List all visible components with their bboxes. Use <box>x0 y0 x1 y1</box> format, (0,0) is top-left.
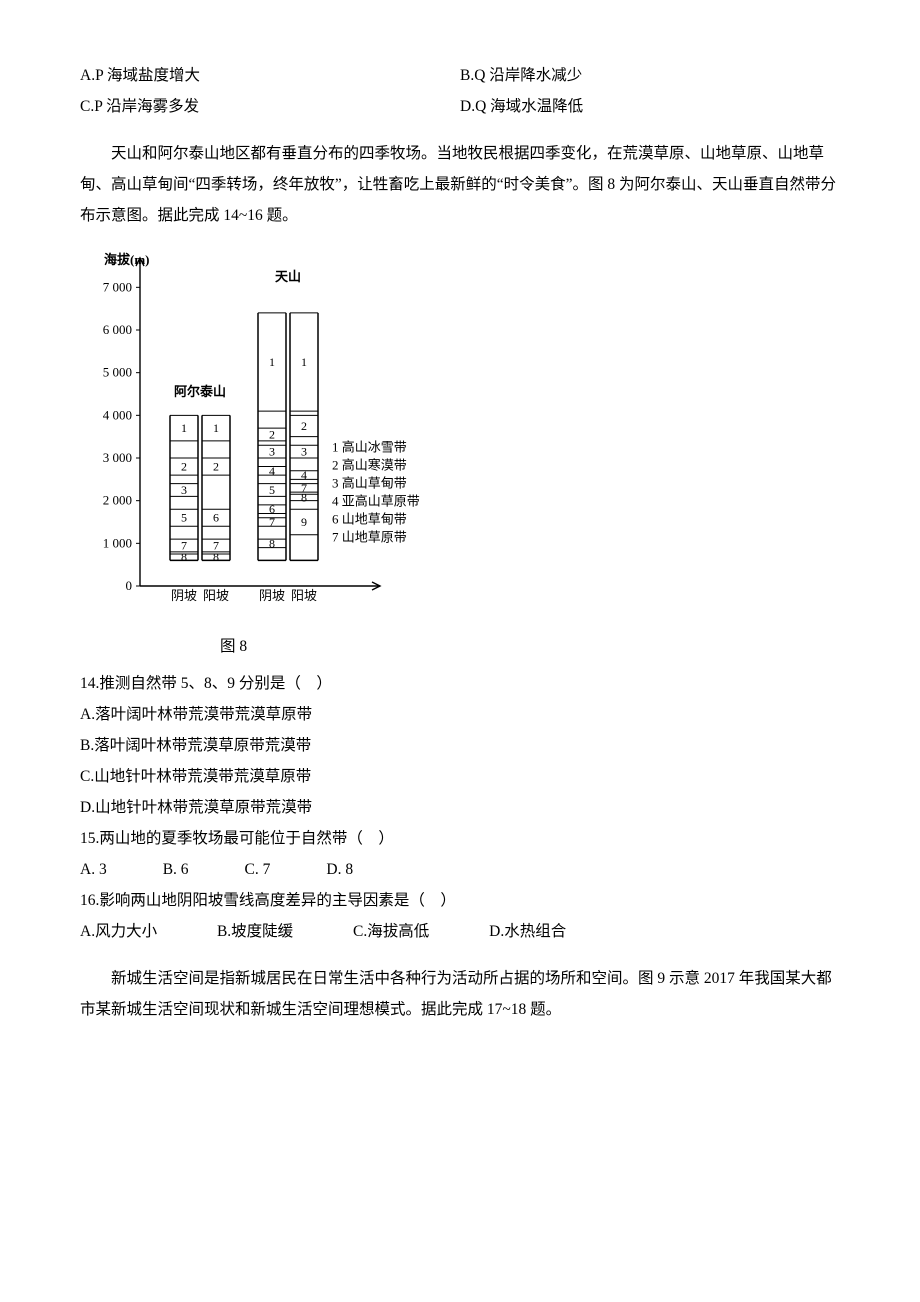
svg-text:阳坡: 阳坡 <box>291 588 317 603</box>
svg-text:2 000: 2 000 <box>103 493 132 508</box>
svg-text:5 000: 5 000 <box>103 365 132 380</box>
q16-option-a: A.风力大小 <box>80 916 157 947</box>
svg-text:7 000: 7 000 <box>103 279 132 294</box>
svg-text:8: 8 <box>213 550 219 564</box>
svg-text:阴坡: 阴坡 <box>259 588 285 603</box>
svg-text:阿尔泰山: 阿尔泰山 <box>174 384 226 399</box>
q13-options-row1: A.P 海域盐度增大 B.Q 沿岸降水减少 <box>80 60 840 91</box>
svg-text:1: 1 <box>213 421 219 435</box>
svg-text:6: 6 <box>213 511 219 525</box>
q16-option-c: C.海拔高低 <box>353 916 429 947</box>
q16-option-d: D.水热组合 <box>489 916 566 947</box>
q16-stem: 16.影响两山地阴阳坡雪线高度差异的主导因素是（ ） <box>80 885 840 916</box>
svg-text:1 000: 1 000 <box>103 535 132 550</box>
svg-text:8: 8 <box>301 490 307 504</box>
svg-text:阴坡: 阴坡 <box>171 588 197 603</box>
q14-stem: 14.推测自然带 5、8、9 分别是（ ） <box>80 668 840 699</box>
svg-text:6 000: 6 000 <box>103 322 132 337</box>
svg-text:2: 2 <box>269 428 275 442</box>
svg-text:1: 1 <box>181 421 187 435</box>
q15-stem: 15.两山地的夏季牧场最可能位于自然带（ ） <box>80 823 840 854</box>
svg-text:5: 5 <box>181 511 187 525</box>
svg-text:1 高山冰雪带: 1 高山冰雪带 <box>332 440 407 455</box>
q14-option-c: C.山地针叶林带荒漠带荒漠草原带 <box>80 761 840 792</box>
svg-text:8: 8 <box>269 536 275 550</box>
q15-option-a: A. 3 <box>80 854 107 885</box>
svg-text:2: 2 <box>213 460 219 474</box>
svg-text:4 000: 4 000 <box>103 407 132 422</box>
svg-text:天山: 天山 <box>275 269 301 284</box>
q15-option-c: C. 7 <box>245 854 271 885</box>
q16-option-b: B.坡度陡缓 <box>217 916 293 947</box>
svg-text:0: 0 <box>126 578 133 593</box>
q13-option-c: C.P 沿岸海雾多发 <box>80 91 460 122</box>
svg-text:6 山地草甸带: 6 山地草甸带 <box>332 512 407 527</box>
svg-text:3: 3 <box>181 483 187 497</box>
svg-text:5: 5 <box>269 483 275 497</box>
svg-text:7: 7 <box>269 515 275 529</box>
q16-options: A.风力大小 B.坡度陡缓 C.海拔高低 D.水热组合 <box>80 916 840 947</box>
q15-option-d: D. 8 <box>326 854 353 885</box>
svg-text:7 山地草原带: 7 山地草原带 <box>332 530 407 545</box>
svg-text:3: 3 <box>269 445 275 459</box>
q15-options: A. 3 B. 6 C. 7 D. 8 <box>80 854 840 885</box>
vertical-belt-chart: 海拔(m) 0 1 000 2 000 3 000 4 000 5 000 6 000 7 00… <box>80 246 420 616</box>
q13-option-a: A.P 海域盐度增大 <box>80 60 460 91</box>
intro-14-16: 天山和阿尔泰山地区都有垂直分布的四季牧场。当地牧民根据四季变化，在荒漠草原、山地… <box>80 138 840 231</box>
svg-text:9: 9 <box>301 515 307 529</box>
q15-option-b: B. 6 <box>163 854 189 885</box>
q14-option-a: A.落叶阔叶林带荒漠带荒漠草原带 <box>80 699 840 730</box>
svg-text:4 亚高山草原带: 4 亚高山草原带 <box>332 494 420 509</box>
svg-text:2 高山寒漠带: 2 高山寒漠带 <box>332 458 407 473</box>
svg-text:1: 1 <box>269 355 275 369</box>
q14-option-d: D.山地针叶林带荒漠草原带荒漠带 <box>80 792 840 823</box>
svg-text:海拔(m): 海拔(m) <box>104 252 150 267</box>
figure-8-caption: 图 8 <box>220 631 840 662</box>
svg-text:3: 3 <box>301 445 307 459</box>
intro-17-18: 新城生活空间是指新城居民在日常生活中各种行为活动所占据的场所和空间。图 9 示意… <box>80 963 840 1025</box>
figure-8: 海拔(m) 0 1 000 2 000 3 000 4 000 5 000 6 000 7 00… <box>80 246 840 627</box>
svg-text:2: 2 <box>301 419 307 433</box>
q13-option-d: D.Q 海域水温降低 <box>460 91 840 122</box>
svg-text:2: 2 <box>181 460 187 474</box>
q13-options-row2: C.P 沿岸海雾多发 D.Q 海域水温降低 <box>80 91 840 122</box>
svg-text:3 高山草甸带: 3 高山草甸带 <box>332 476 407 491</box>
svg-text:3 000: 3 000 <box>103 450 132 465</box>
svg-text:8: 8 <box>181 550 187 564</box>
q13-option-b: B.Q 沿岸降水减少 <box>460 60 840 91</box>
svg-text:1: 1 <box>301 355 307 369</box>
q14-option-b: B.落叶阔叶林带荒漠草原带荒漠带 <box>80 730 840 761</box>
svg-text:4: 4 <box>269 464 275 478</box>
svg-text:阳坡: 阳坡 <box>203 588 229 603</box>
